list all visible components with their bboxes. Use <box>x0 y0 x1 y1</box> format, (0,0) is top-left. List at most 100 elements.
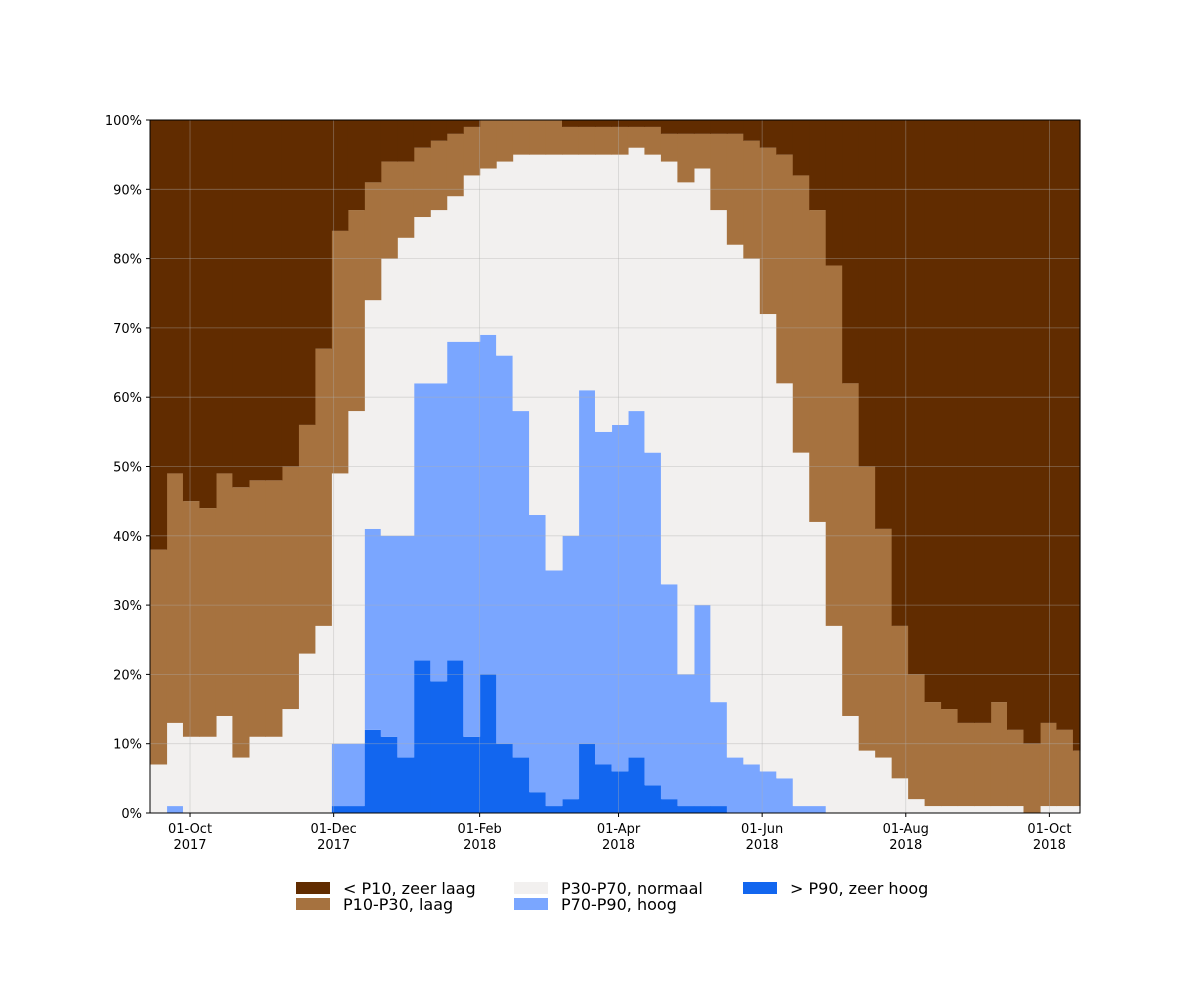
area-step <box>380 161 398 259</box>
area-step <box>347 743 365 807</box>
area-step <box>660 120 678 134</box>
area-step <box>1007 120 1025 730</box>
area-step <box>512 411 530 758</box>
area-step <box>644 126 662 155</box>
area-step <box>611 154 629 425</box>
area-step <box>891 778 909 813</box>
area-step <box>479 120 497 169</box>
area-step <box>1023 120 1041 744</box>
area-step <box>479 168 497 335</box>
y-tick-label: 10% <box>113 738 142 753</box>
area-step <box>545 120 563 155</box>
area-step <box>611 771 629 813</box>
area-step <box>825 265 843 626</box>
area-step <box>446 133 464 197</box>
area-step <box>660 161 678 585</box>
area-step <box>314 120 332 349</box>
area-step <box>496 120 514 162</box>
area-step <box>759 771 777 813</box>
area-step <box>496 743 514 813</box>
area-step <box>199 120 217 509</box>
area-step <box>529 154 547 516</box>
area-step <box>627 411 646 758</box>
area-step <box>248 480 266 737</box>
area-step <box>1056 729 1074 807</box>
area-step <box>578 120 596 127</box>
area-step <box>265 480 283 737</box>
y-tick-label: 50% <box>113 461 142 476</box>
area-step <box>710 210 728 703</box>
area-step <box>298 424 316 654</box>
area-step <box>397 237 415 536</box>
area-step <box>974 806 992 813</box>
area-step <box>562 535 580 800</box>
y-tick-label: 40% <box>113 530 142 545</box>
x-tick-label: 01-Aug 2018 <box>883 822 929 853</box>
area-step <box>364 528 382 730</box>
area-step <box>908 799 926 813</box>
area-step <box>875 120 893 529</box>
area-step <box>1056 120 1074 730</box>
legend-swatch <box>296 882 330 894</box>
x-tick-label: 01-Oct 2017 <box>168 822 212 853</box>
legend-label: P10-P30, laag <box>343 895 453 914</box>
area-step <box>562 120 580 127</box>
area-step <box>248 120 266 481</box>
area-step <box>792 120 810 176</box>
y-tick-label: 90% <box>113 183 142 198</box>
area-step <box>644 785 662 813</box>
x-tick-label: 01-Dec 2017 <box>310 822 356 853</box>
legend-swatch <box>514 898 548 910</box>
area-step <box>990 702 1008 807</box>
area-step <box>743 258 761 765</box>
area-step <box>166 120 184 474</box>
area-step <box>463 175 481 342</box>
area-step <box>759 147 777 315</box>
area-step <box>792 175 810 453</box>
area-step <box>792 452 810 807</box>
area-step <box>924 120 942 703</box>
area-step <box>199 736 217 813</box>
x-tick-label: 01-Jun 2018 <box>741 822 783 853</box>
area-step <box>644 120 662 127</box>
area-step <box>677 182 695 675</box>
area-step <box>281 709 299 813</box>
area-step <box>660 133 678 162</box>
area-step <box>397 120 415 162</box>
area-step <box>446 196 464 342</box>
area-step <box>726 757 744 813</box>
area-step <box>1007 806 1025 813</box>
y-tick-label: 100% <box>105 114 142 129</box>
area-step <box>199 508 217 737</box>
area-step <box>908 120 926 675</box>
area-step <box>182 501 201 737</box>
legend-label: < P10, zeer laag <box>343 879 476 898</box>
area-step <box>594 120 613 127</box>
area-step <box>496 161 514 356</box>
area-step <box>463 120 481 127</box>
area-step <box>710 120 728 134</box>
area-step <box>693 168 711 606</box>
legend-swatch <box>514 882 548 894</box>
area-step <box>364 120 382 183</box>
area-step <box>743 764 761 813</box>
area-step <box>265 120 283 481</box>
area-step <box>726 133 744 245</box>
area-step <box>941 120 959 710</box>
area-step <box>331 120 349 231</box>
area-step <box>594 431 613 765</box>
area-step <box>924 702 942 807</box>
area-step <box>611 120 629 127</box>
area-step <box>364 729 382 813</box>
area-step <box>627 126 646 148</box>
area-step <box>611 126 629 155</box>
area-step <box>150 120 168 550</box>
area-step <box>281 120 299 467</box>
area-step <box>150 549 168 765</box>
area-step <box>743 140 761 259</box>
area-step <box>331 473 349 744</box>
legend-swatch <box>743 882 777 894</box>
area-step <box>413 217 431 384</box>
x-tick-label: 01-Oct 2018 <box>1027 822 1071 853</box>
